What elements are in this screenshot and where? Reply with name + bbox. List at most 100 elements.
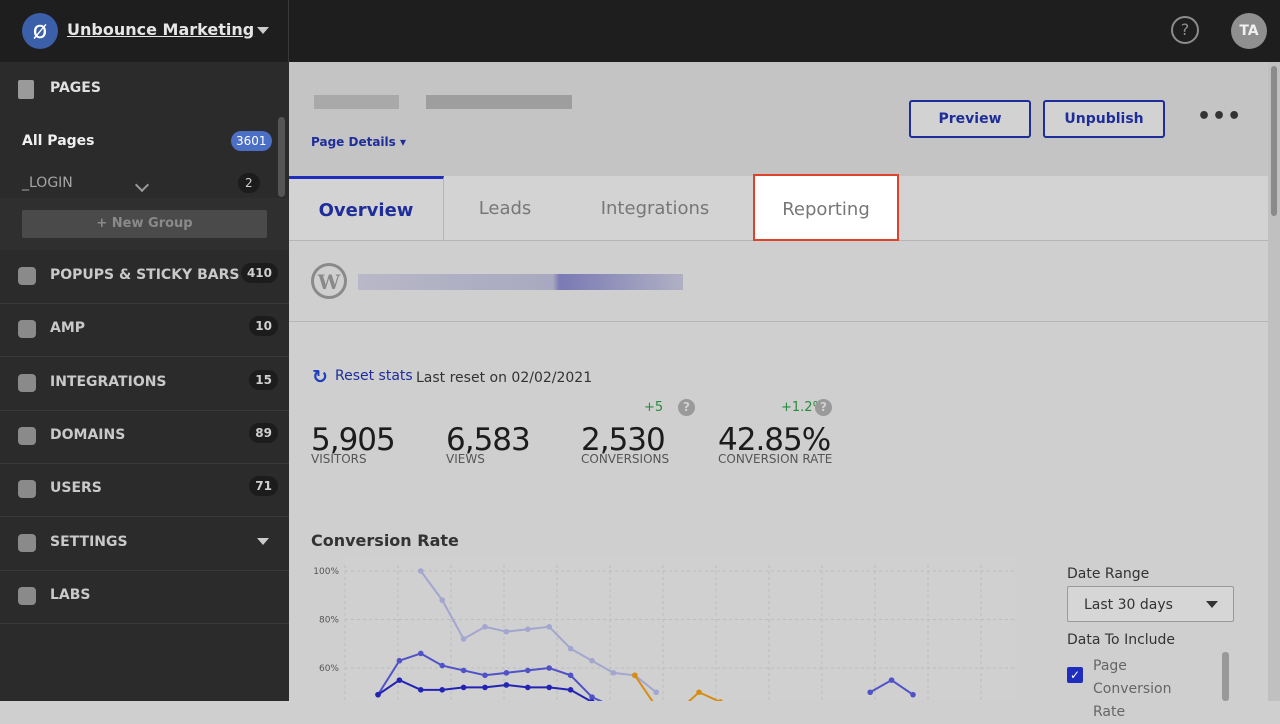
nav-label: SETTINGS <box>50 533 128 550</box>
nav-label: USERS <box>50 480 102 497</box>
nav-row[interactable]: INTEGRATIONS 15 <box>0 357 289 411</box>
count-badge: 15 <box>249 369 278 390</box>
expand-chevron[interactable] <box>134 177 150 193</box>
nav-row[interactable]: USERS 71 <box>0 463 289 518</box>
data-point <box>503 670 510 676</box>
metric-value: 2,530 <box>581 422 666 458</box>
help-icon[interactable]: ? <box>678 399 695 416</box>
nav-label: INTEGRATIONS <box>50 373 167 390</box>
more-menu[interactable]: ••• <box>1197 104 1243 129</box>
unpublish-button[interactable]: Unpublish <box>1043 100 1165 138</box>
new-group-button[interactable]: + New Group <box>22 210 267 238</box>
avatar[interactable]: TA <box>1231 13 1267 49</box>
data-point <box>632 672 638 679</box>
metric: 6,583 VIEWS <box>446 422 531 466</box>
data-point <box>460 684 467 691</box>
data-point <box>546 665 552 671</box>
tab[interactable]: Leads <box>478 198 532 219</box>
nav-row[interactable]: DOMAINS 89 <box>0 410 289 464</box>
redacted-title <box>426 95 572 109</box>
checkbox-label[interactable]: Page Conversion Rate <box>1093 658 1172 720</box>
series-line <box>377 678 593 701</box>
data-point <box>418 568 424 574</box>
select-value: Last 30 days <box>1084 597 1173 613</box>
reset-icon[interactable]: ↻ <box>312 366 328 388</box>
dropdown-caret[interactable] <box>257 27 269 40</box>
data-point <box>503 628 510 635</box>
nav-label: POPUPS & STICKY BARS <box>50 267 240 283</box>
nav-item[interactable]: _LOGIN <box>22 175 73 191</box>
help-button[interactable]: ? <box>1171 16 1199 44</box>
control-label: Date Range <box>1067 566 1150 582</box>
nav-label: AMP <box>50 320 86 337</box>
data-point <box>910 691 916 698</box>
data-point <box>867 689 873 696</box>
tab-active[interactable]: Overview <box>289 176 444 240</box>
nav-icon <box>18 586 36 605</box>
data-point <box>546 684 552 691</box>
wordpress-icon: W <box>311 263 347 299</box>
sidebar: PAGES All Pages 3601 _LOGIN 2 + New Grou… <box>0 62 289 701</box>
data-point <box>567 645 574 652</box>
count-badge: 10 <box>249 316 278 337</box>
label: Page Details <box>311 135 396 149</box>
logo[interactable]: ø <box>22 13 58 49</box>
data-point <box>460 636 467 642</box>
data-point <box>418 650 424 657</box>
divider <box>288 0 289 62</box>
data-point <box>396 657 403 664</box>
metric: 42.85% CONVERSION RATE <box>718 422 832 466</box>
select-caret <box>1206 601 1218 614</box>
metric-value: 42.85% <box>718 422 831 458</box>
scrollbar <box>278 117 285 197</box>
metric-label: VIEWS <box>446 452 485 466</box>
metric-label: CONVERSIONS <box>581 452 670 466</box>
divider <box>289 321 1268 322</box>
data-point <box>567 687 574 693</box>
tab-highlighted[interactable]: Reporting <box>753 174 899 241</box>
nav-row[interactable]: SETTINGS <box>0 517 289 571</box>
data-point <box>396 677 403 683</box>
preview-button[interactable]: Preview <box>909 100 1031 138</box>
dropdown-caret[interactable] <box>257 537 269 551</box>
control-label: Data To Include <box>1067 632 1176 648</box>
nav-label: DOMAINS <box>50 426 126 443</box>
nav-icon <box>18 533 36 552</box>
nav-item[interactable]: All Pages <box>22 133 95 149</box>
redacted-url <box>358 274 683 290</box>
nav-icon <box>18 320 36 339</box>
y-tick-label: 100% <box>313 567 339 577</box>
date-range-select[interactable]: Last 30 days <box>1067 586 1234 622</box>
pages-icon <box>18 80 34 99</box>
workspace-name[interactable]: Unbounce Marketing <box>67 20 255 39</box>
data-point <box>589 657 595 664</box>
page-header: Page Details ▾ Preview Unpublish ••• <box>289 62 1268 176</box>
count-badge: 71 <box>249 476 278 497</box>
top-bar: ø Unbounce Marketing ? TA <box>0 0 1280 62</box>
data-point <box>888 677 895 683</box>
checkbox[interactable]: ✓ <box>1067 667 1083 683</box>
data-point <box>460 667 467 674</box>
nav-row[interactable]: POPUPS & STICKY BARS 410 <box>0 250 289 304</box>
nav-icon <box>18 426 36 445</box>
nav-row[interactable]: LABS <box>0 570 289 624</box>
metric-value: 6,583 <box>446 422 531 458</box>
data-point <box>439 687 445 693</box>
count-badge: 2 <box>238 173 260 193</box>
metric-change: +5 <box>644 400 664 415</box>
data-point <box>696 689 702 696</box>
help-icon[interactable]: ? <box>815 399 832 416</box>
nav-row[interactable]: AMP 10 <box>0 303 289 358</box>
data-point <box>589 694 595 700</box>
nav-icon <box>18 373 36 392</box>
data-point <box>567 672 574 679</box>
tab[interactable]: Integrations <box>600 198 710 219</box>
count-badge: 89 <box>249 422 278 443</box>
data-point <box>439 662 445 669</box>
reset-stats-link[interactable]: Reset stats <box>335 368 413 384</box>
page-details-link[interactable]: Page Details ▾ <box>311 135 406 149</box>
metric-label: VISITORS <box>311 452 367 466</box>
section-title[interactable]: PAGES <box>50 80 101 96</box>
nav-icon <box>18 267 36 285</box>
